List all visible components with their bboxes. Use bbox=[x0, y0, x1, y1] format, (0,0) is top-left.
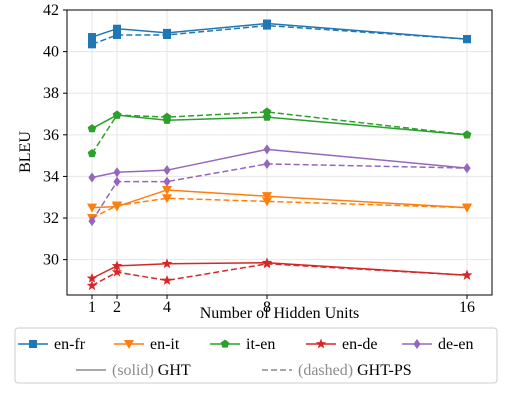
y-tick-label: 32 bbox=[43, 210, 59, 227]
legend-marker-it-en bbox=[220, 339, 230, 348]
y-tick-label: 38 bbox=[43, 85, 59, 102]
legend-frame bbox=[14, 327, 498, 384]
legend-label-en-fr: en-fr bbox=[54, 336, 86, 353]
x-axis-ticks: 1 2 4 8 16 bbox=[88, 295, 475, 316]
data-point-en-de-dashed bbox=[86, 280, 98, 291]
legend-marker-en-fr bbox=[29, 340, 37, 348]
x-axis-title: Number of Hidden Units bbox=[200, 305, 360, 322]
data-point-en-de-dashed bbox=[461, 269, 473, 280]
y-tick-label: 34 bbox=[43, 168, 59, 185]
data-point-en-de-dashed bbox=[261, 258, 273, 269]
data-point-en-fr-dashed bbox=[113, 30, 121, 39]
y-tick-label: 30 bbox=[43, 252, 59, 269]
legend-style-prefix-solid: (solid) bbox=[112, 362, 158, 379]
data-point-it-en-solid bbox=[87, 124, 97, 133]
x-tick-label: 2 bbox=[113, 299, 121, 316]
legend-label-en-de: en-de bbox=[342, 336, 378, 353]
series-line-en-it-dashed bbox=[91, 197, 468, 219]
x-tick-label: 1 bbox=[88, 299, 96, 316]
y-tick-label: 36 bbox=[43, 127, 59, 144]
data-point-de-en-dashed bbox=[463, 163, 471, 174]
data-point-de-en-dashed bbox=[88, 216, 96, 227]
data-point-en-fr-dashed bbox=[463, 35, 471, 44]
data-point-en-de-solid bbox=[111, 260, 123, 271]
data-point-en-de-dashed bbox=[161, 274, 173, 285]
series-layer bbox=[86, 19, 473, 291]
data-point-it-en-dashed bbox=[162, 112, 172, 121]
legend-marker-en-it bbox=[124, 340, 134, 349]
data-point-it-en-dashed bbox=[87, 149, 97, 158]
data-point-de-en-solid bbox=[263, 144, 271, 155]
y-axis-ticks: 30 32 34 36 38 40 42 bbox=[43, 2, 67, 269]
y-tick-label: 42 bbox=[43, 2, 59, 19]
data-point-de-en-dashed bbox=[263, 158, 271, 169]
data-point-en-fr-dashed bbox=[88, 40, 96, 49]
x-tick-label: 4 bbox=[163, 299, 171, 316]
data-point-en-de-solid bbox=[161, 258, 173, 269]
data-point-de-en-solid bbox=[163, 165, 171, 176]
data-point-en-it-dashed bbox=[462, 203, 472, 213]
data-point-de-en-solid bbox=[88, 172, 96, 183]
legend-style-entries: (solid) GHT (dashed) GHT-PS bbox=[76, 362, 412, 379]
series-line-de-en-dashed bbox=[91, 163, 468, 222]
legend-style-text-solid: (solid) GHT bbox=[112, 362, 191, 379]
data-point-de-en-dashed bbox=[163, 176, 171, 187]
x-tick-label: 8 bbox=[263, 299, 271, 316]
data-point-en-de-dashed bbox=[111, 266, 123, 277]
data-point-en-it-dashed bbox=[162, 194, 172, 204]
plot-frame bbox=[66, 9, 493, 296]
data-point-en-fr-dashed bbox=[163, 30, 171, 39]
data-point-en-fr-solid bbox=[88, 33, 96, 42]
data-point-en-it-solid bbox=[87, 203, 97, 213]
data-point-en-it-dashed bbox=[262, 197, 272, 207]
data-point-en-it-solid bbox=[162, 185, 172, 195]
legend: en-fr en-it it-en en-de de-en (solid) GHT (da… bbox=[14, 327, 498, 384]
x-tick-label: 16 bbox=[459, 299, 475, 316]
legend-label-de-en: de-en bbox=[438, 336, 474, 353]
data-point-it-en-dashed bbox=[112, 110, 122, 119]
legend-entries: en-fr en-it it-en en-de de-en bbox=[18, 336, 474, 353]
data-point-en-de-solid bbox=[86, 272, 98, 283]
data-point-it-en-dashed bbox=[462, 130, 472, 139]
legend-label-en-it: en-it bbox=[150, 336, 180, 353]
legend-marker-de-en bbox=[413, 339, 421, 349]
legend-marker-en-de bbox=[315, 338, 327, 349]
series-line-en-de-dashed bbox=[91, 263, 468, 287]
legend-style-prefix-dashed: (dashed) bbox=[298, 362, 357, 379]
legend-label-it-en: it-en bbox=[246, 336, 275, 353]
data-point-de-en-solid bbox=[113, 167, 121, 178]
data-point-en-it-dashed bbox=[112, 201, 122, 211]
legend-style-label-solid: GHT bbox=[158, 362, 191, 379]
data-point-en-fr-dashed bbox=[263, 21, 271, 30]
data-point-it-en-dashed bbox=[262, 107, 272, 116]
data-point-en-it-solid bbox=[262, 192, 272, 202]
y-tick-label: 40 bbox=[43, 44, 59, 61]
legend-style-label-dashed: GHT-PS bbox=[357, 362, 412, 379]
data-point-en-fr-solid bbox=[113, 24, 121, 33]
data-point-de-en-dashed bbox=[113, 176, 121, 187]
y-axis-title: BLEU bbox=[17, 131, 34, 173]
legend-style-text-dashed: (dashed) GHT-PS bbox=[298, 362, 412, 379]
